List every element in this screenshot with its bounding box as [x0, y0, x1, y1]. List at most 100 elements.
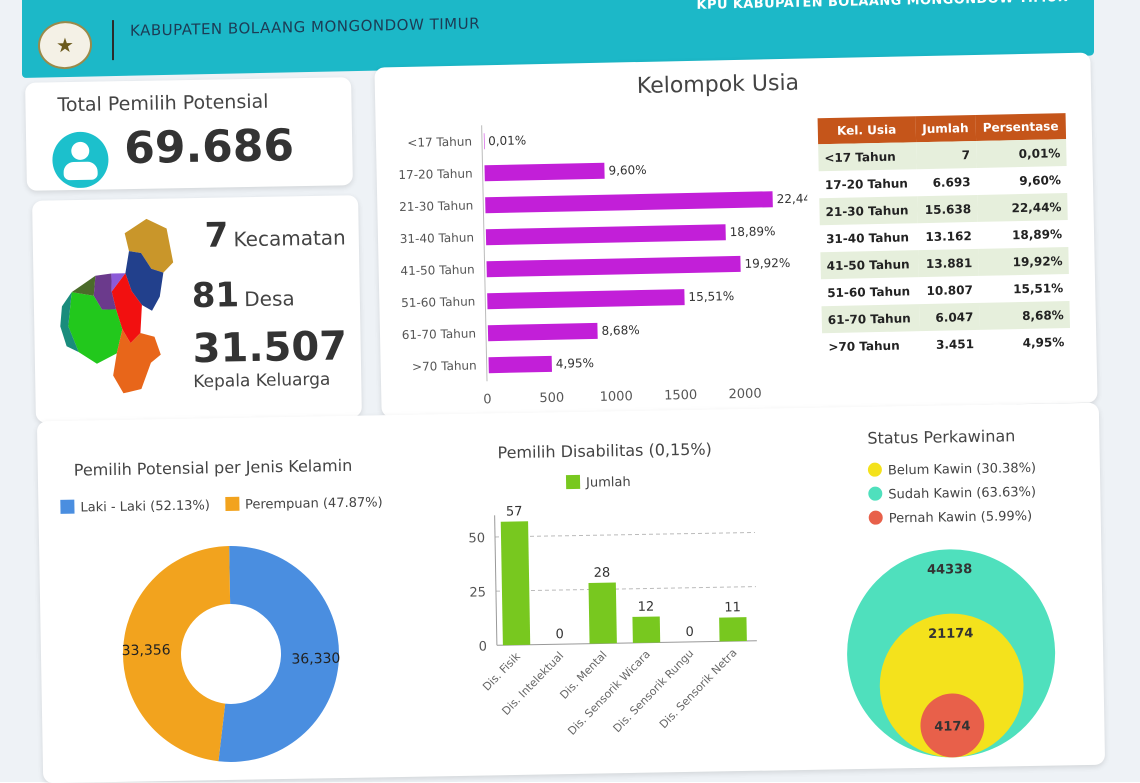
age-x-tick: 1000 — [600, 389, 633, 405]
age-count-cell: 6.047 — [919, 302, 980, 332]
gender-donut-chart: 36,330 33,356 — [121, 545, 341, 762]
person-icon — [51, 131, 109, 189]
age-pct-cell: 15,51% — [1013, 280, 1064, 296]
age-pct-cell: 19,92% — [977, 247, 1069, 276]
disability-data-label: 0 — [685, 625, 694, 640]
desa-label: Desa — [244, 286, 295, 312]
age-category-label: 21-30 Tahun — [399, 198, 473, 214]
age-data-label: 19,92% — [744, 256, 790, 271]
disability-y-tick: 25 — [469, 585, 486, 600]
disability-data-label: 57 — [506, 504, 523, 519]
age-pct-cell: 8,68% — [979, 301, 1071, 330]
female-legend-label: Perempuan (47.87%) — [244, 495, 383, 513]
age-pct-cell: 22,44% — [976, 193, 1068, 222]
disability-category-label: Dis. Fisik — [480, 649, 523, 693]
header-right-title: KPU KABUPATEN BOLAANG MONGONDOW TIMUR — [696, 0, 1068, 13]
age-count-cell: 6.693 — [932, 174, 971, 190]
age-category-label: 41-50 Tahun — [400, 262, 474, 278]
marital-chart-title: Status Perkawinan — [867, 426, 1016, 448]
disability-bar — [500, 521, 531, 646]
age-group-cell: 17-20 Tahun — [824, 175, 909, 192]
age-bar — [485, 224, 726, 246]
desa-count: 81 — [191, 275, 240, 317]
disability-chart-title: Pemilih Disabilitas (0,15%) — [497, 439, 712, 463]
belum-legend-label: Belum Kawin (30.38%) — [887, 460, 1037, 479]
age-bar — [484, 162, 605, 182]
header-left-title: KABUPATEN BOLAANG MONGONDOW TIMUR — [130, 14, 481, 40]
age-bar — [487, 289, 685, 310]
disability-swatch — [565, 474, 581, 490]
bubble-label: 21174 — [928, 626, 973, 642]
age-x-tick: 2000 — [728, 386, 761, 402]
kecamatan-count: 7 — [204, 215, 229, 256]
gender-slice — [218, 545, 340, 762]
disability-gridline — [495, 586, 756, 592]
age-bar — [487, 322, 598, 342]
age-group-cell: <17 Tahun — [818, 142, 917, 172]
age-y-axis — [481, 125, 488, 382]
disability-y-tick: 0 — [479, 639, 488, 654]
belum-dot — [867, 462, 883, 477]
kecamatan-stat: 7 Kecamatan — [204, 213, 346, 255]
bubble-belum — [879, 613, 1024, 758]
age-category-label: 31-40 Tahun — [400, 230, 474, 246]
total-voters-card: Total Pemilih Potensial 69.686 — [25, 77, 353, 191]
age-category-label: 51-60 Tahun — [401, 294, 475, 310]
age-group-cell: 61-70 Tahun — [821, 304, 920, 334]
disability-legend: Jumlah — [565, 471, 631, 491]
disability-category-label: Dis. Sensorik Wicara — [565, 648, 653, 738]
age-bar — [485, 191, 773, 214]
age-chart-title: Kelompok Usia — [636, 70, 800, 100]
age-pct-cell: 4,95% — [1022, 334, 1065, 350]
age-data-label: 9,60% — [608, 163, 646, 178]
gender-slice — [123, 545, 231, 762]
age-data-label: 15,51% — [688, 289, 734, 304]
age-pct-cell: 0,01% — [975, 139, 1067, 168]
age-group-cell: 31-40 Tahun — [825, 229, 910, 246]
disability-bar — [719, 617, 747, 642]
disability-legend-label: Jumlah — [585, 474, 631, 491]
age-data-label: 22,44% — [777, 191, 812, 206]
bottom-charts-card: Pemilih Potensial per Jenis Kelamin Laki… — [36, 402, 1106, 783]
age-group-cell: 51-60 Tahun — [827, 283, 911, 300]
age-count-cell: 13.162 — [925, 228, 972, 244]
sudah-legend-label: Sudah Kawin (63.63%) — [888, 484, 1037, 503]
bubble-pernah — [920, 693, 985, 758]
gender-slice-label: 36,330 — [291, 651, 340, 668]
marital-bubble-chart: 44338 21174 4174 — [847, 549, 1056, 758]
age-bar — [486, 255, 741, 278]
gender-legend: Laki - Laki (52.13%) Perempuan (47.87%) — [60, 491, 383, 516]
gender-chart-title: Pemilih Potensial per Jenis Kelamin — [73, 455, 353, 480]
disability-category-label: Dis. Sensorik Netra — [657, 646, 740, 731]
disability-data-label: 28 — [594, 566, 611, 581]
age-count-cell: 10.807 — [926, 282, 973, 298]
header-divider — [112, 20, 114, 61]
age-bar — [488, 355, 552, 374]
age-group-card: Kelompok Usia <17 Tahun 0,01% 17-20 Tahun 9… — [374, 52, 1098, 418]
total-voters-label: Total Pemilih Potensial — [57, 90, 269, 117]
kecamatan-label: Kecamatan — [233, 225, 346, 252]
table-row: >70 Tahun 3.451 4,95% — [822, 328, 1071, 360]
age-pct-cell: 9,60% — [1019, 172, 1062, 188]
age-x-tick: 500 — [539, 391, 564, 407]
age-bar-chart: <17 Tahun 0,01% 17-20 Tahun 9,60% 21-30 Tahu… — [398, 125, 812, 407]
kpu-logo-icon: ★ — [38, 20, 92, 70]
age-group-cell: 21-30 Tahun — [819, 196, 918, 226]
age-data-label: 18,89% — [730, 224, 776, 239]
age-table-header-group: Kel. Usia — [817, 116, 916, 145]
disability-x-axis — [496, 640, 757, 646]
age-x-tick: 1500 — [664, 388, 697, 404]
region-card: 7 Kecamatan 81 Desa 31.507 Kepala Keluar… — [32, 195, 362, 423]
disability-gridline — [495, 531, 755, 538]
disability-y-axis — [494, 515, 498, 646]
male-swatch — [60, 499, 75, 514]
gender-slice-label: 33,356 — [121, 642, 170, 659]
age-table-header-pct: Persentase — [975, 113, 1067, 141]
kk-count: 31.507 — [192, 323, 348, 373]
disability-data-label: 12 — [638, 600, 655, 615]
disability-data-label: 0 — [555, 627, 564, 642]
male-legend-label: Laki - Laki (52.13%) — [80, 498, 211, 516]
age-category-label: 61-70 Tahun — [402, 326, 476, 342]
